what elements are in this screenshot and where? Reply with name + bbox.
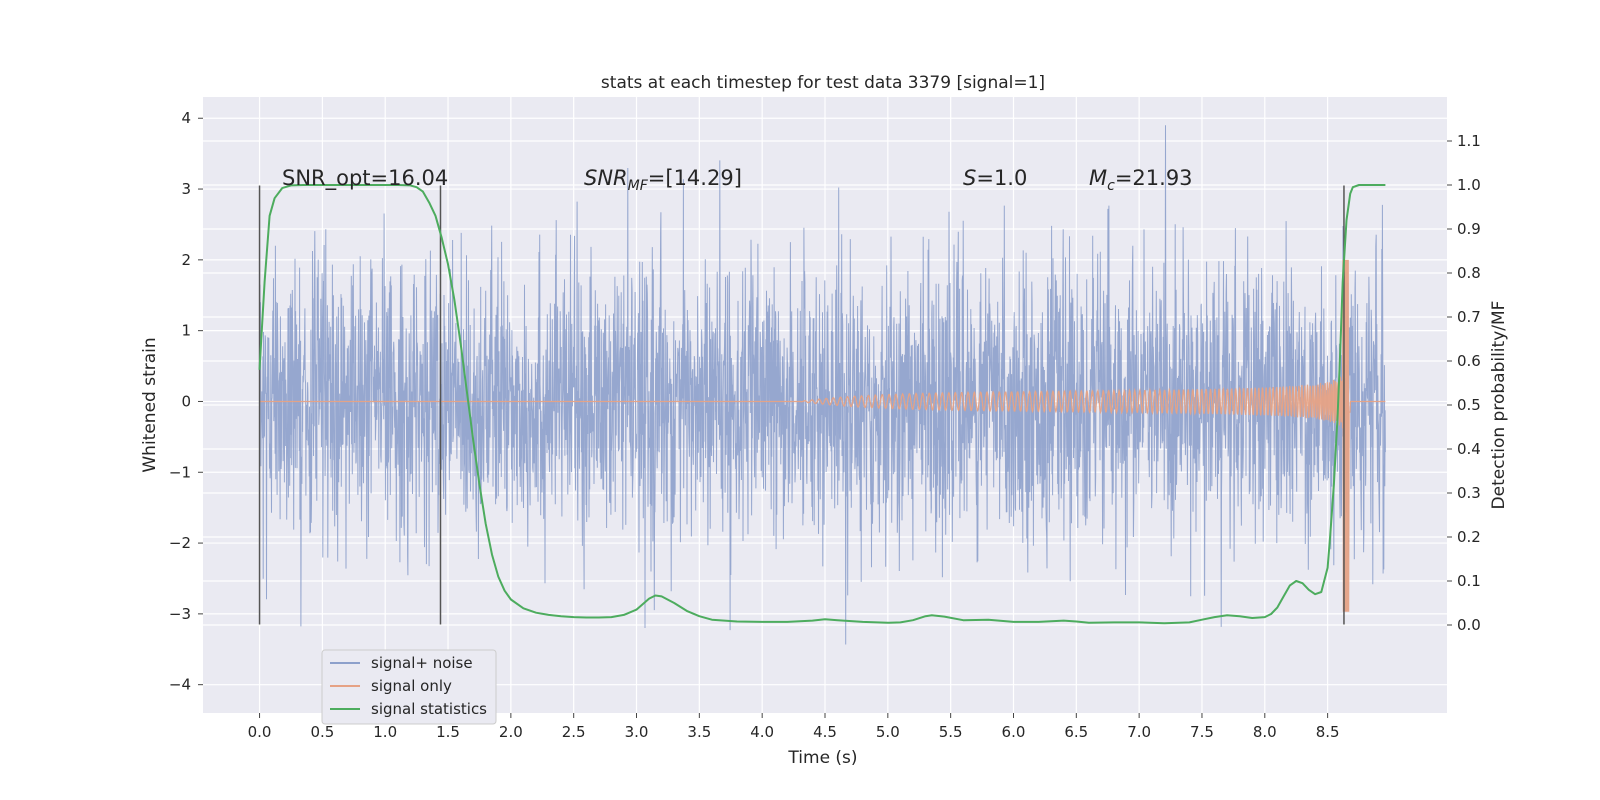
y-tick-label: −3 bbox=[169, 605, 191, 623]
x-tick-label: 5.0 bbox=[876, 723, 900, 741]
x-tick-label: 5.5 bbox=[939, 723, 963, 741]
y-axis-label: Whitened strain bbox=[140, 337, 160, 472]
x-tick-label: 4.0 bbox=[750, 723, 774, 741]
x-tick-label: 7.0 bbox=[1127, 723, 1151, 741]
legend-box bbox=[321, 649, 497, 725]
y2-tick-label: 0.0 bbox=[1457, 616, 1481, 634]
legend-label-signal-noise: signal+ noise bbox=[371, 654, 473, 672]
y2-tick-label: 1.0 bbox=[1457, 176, 1481, 194]
legend-label-signal-statistics: signal statistics bbox=[371, 700, 487, 718]
y2-tick-label: 0.3 bbox=[1457, 484, 1481, 502]
x-tick-label: 4.5 bbox=[813, 723, 837, 741]
x-tick-label: 2.5 bbox=[562, 723, 586, 741]
x-tick-label: 1.0 bbox=[373, 723, 397, 741]
x-tick-label: 0.0 bbox=[248, 723, 272, 741]
x-tick-label: 8.0 bbox=[1253, 723, 1277, 741]
y-tick-label: 2 bbox=[181, 251, 191, 269]
x-tick-label: 3.0 bbox=[625, 723, 649, 741]
x-tick-label: 6.5 bbox=[1064, 723, 1088, 741]
x-tick-label: 8.5 bbox=[1316, 723, 1340, 741]
y-tick-label: 0 bbox=[181, 392, 191, 410]
y2-tick-label: 0.8 bbox=[1457, 264, 1481, 282]
x-tick-label: 7.5 bbox=[1190, 723, 1214, 741]
data-layer bbox=[258, 125, 1386, 645]
y2-tick-label: 0.1 bbox=[1457, 572, 1481, 590]
y2-tick-label: 0.2 bbox=[1457, 528, 1481, 546]
annotations: SNR_opt=16.04 SNRMF=[14.29] S=1.0 Mc=21.… bbox=[282, 166, 1193, 194]
y2-tick-label: 0.5 bbox=[1457, 396, 1481, 414]
x-axis-label: Time (s) bbox=[787, 748, 857, 768]
y2-axis-label: Detection probability/MF bbox=[1489, 301, 1509, 510]
annotation-snr-mf: SNRMF=[14.29] bbox=[584, 166, 742, 194]
y-tick-label: 1 bbox=[181, 322, 191, 340]
axes: 0.0 0.5 1.0 1.5 2.0 2.5 3.0 3.5 4.0 4.5 5.0 5.5 6.0 6… bbox=[169, 109, 1481, 741]
x-tick-label: 3.5 bbox=[687, 723, 711, 741]
y-tick-label: −2 bbox=[169, 534, 191, 552]
y2-tick-label: 0.9 bbox=[1457, 220, 1481, 238]
signal-only-line bbox=[259, 259, 1386, 612]
x-tick-label: 0.5 bbox=[310, 723, 334, 741]
y-tick-label: 4 bbox=[181, 109, 191, 127]
annotation-s: S=1.0 bbox=[963, 166, 1027, 190]
x-tick-label: 1.5 bbox=[436, 723, 460, 741]
x-tick-label: 2.0 bbox=[499, 723, 523, 741]
y2-tick-label: 0.4 bbox=[1457, 440, 1481, 458]
y-tick-label: 3 bbox=[181, 180, 191, 198]
signal-noise-line bbox=[259, 125, 1386, 645]
y2-tick-label: 0.7 bbox=[1457, 308, 1481, 326]
y2-tick-label: 1.1 bbox=[1457, 132, 1481, 150]
y-tick-label: −4 bbox=[169, 676, 191, 694]
y-tick-label: −1 bbox=[169, 463, 191, 481]
annotation-mc: Mc=21.93 bbox=[1089, 166, 1193, 194]
chart-title: stats at each timestep for test data 337… bbox=[601, 73, 1045, 93]
y2-tick-label: 0.6 bbox=[1457, 352, 1481, 370]
x-tick-label: 6.0 bbox=[1002, 723, 1026, 741]
legend: signal+ noise signal only signal statist… bbox=[321, 649, 497, 725]
annotation-snr-opt: SNR_opt=16.04 bbox=[282, 166, 448, 191]
legend-label-signal-only: signal only bbox=[371, 677, 452, 695]
signal-statistics-line bbox=[258, 184, 1386, 625]
